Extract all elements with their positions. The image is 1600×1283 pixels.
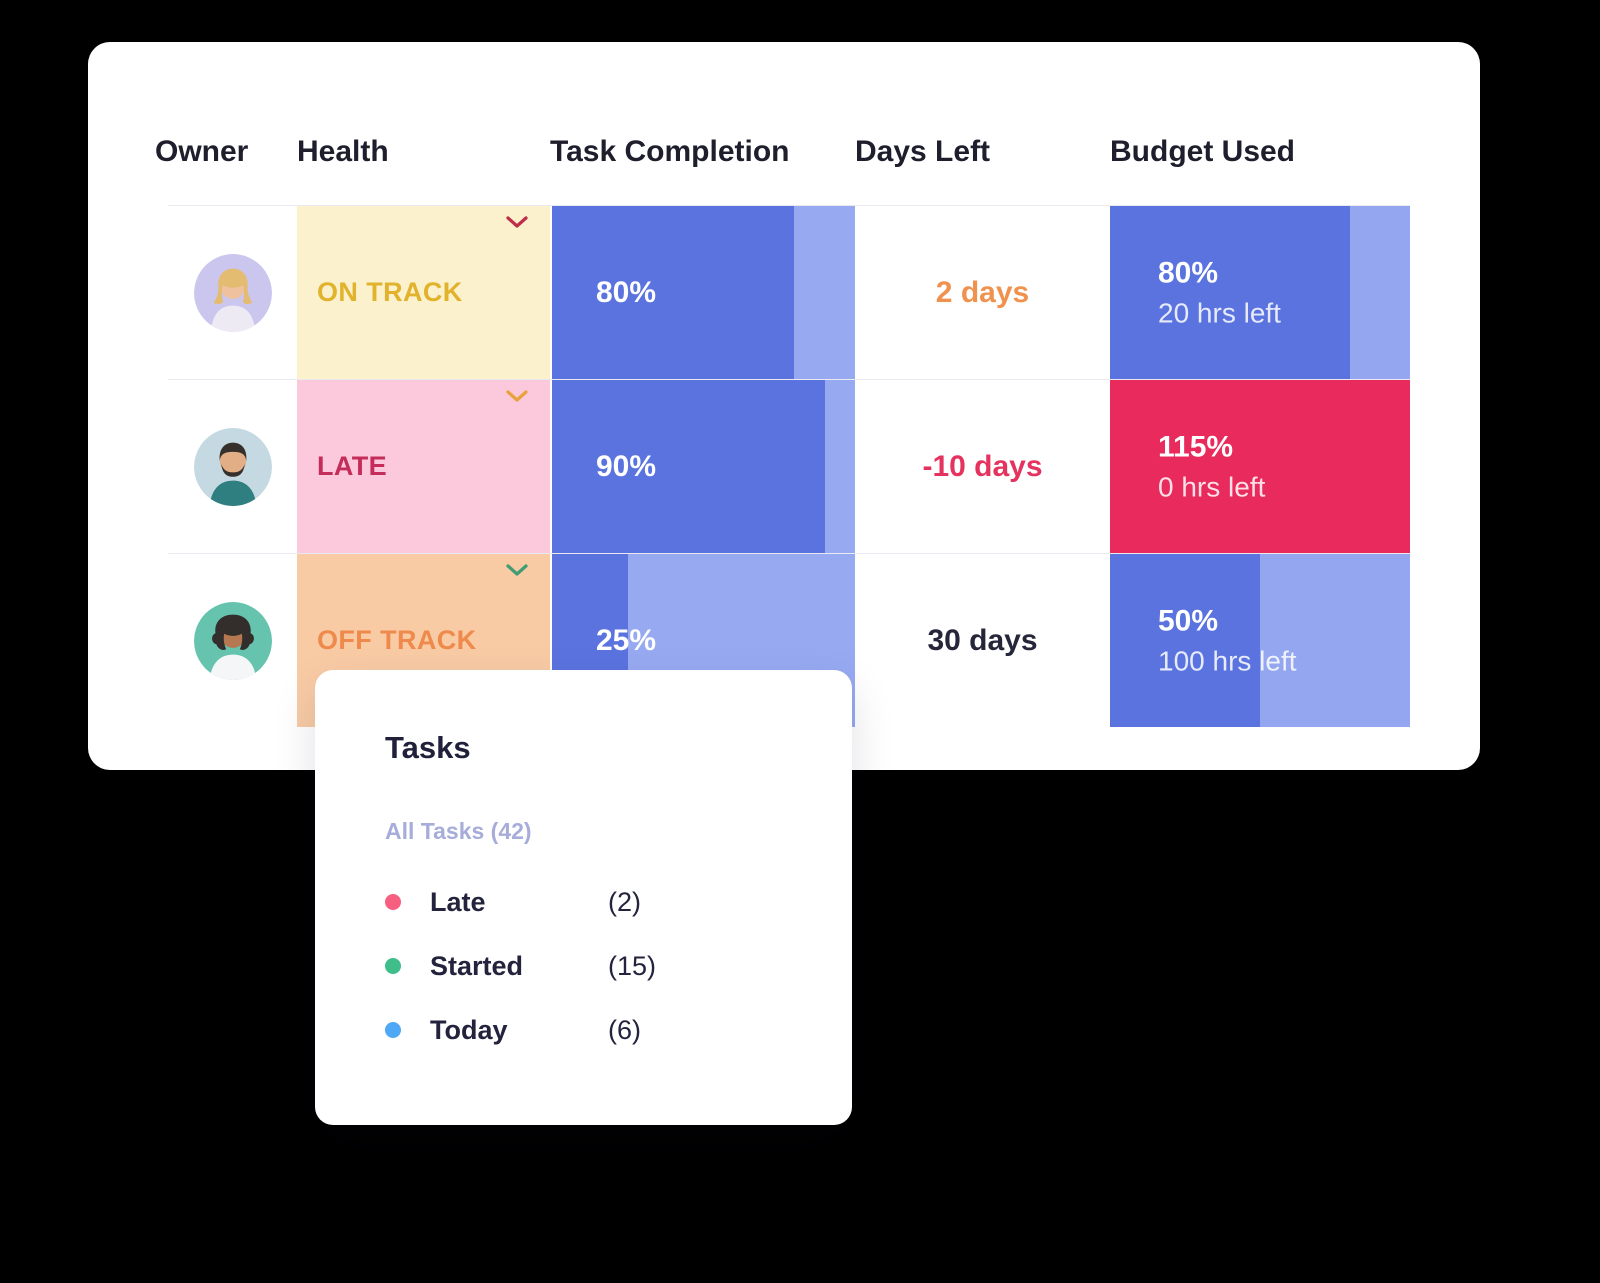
column-header-health: Health xyxy=(297,135,389,168)
budget-fill xyxy=(1110,380,1410,553)
completion-fill xyxy=(552,206,795,379)
days-left-cell: 2 days xyxy=(855,206,1110,379)
projects-table: Owner Health Task Completion Days Left B… xyxy=(155,42,1410,727)
column-header-days-left: Days Left xyxy=(855,135,991,168)
budget-percent: 115% xyxy=(1158,430,1234,463)
tasks-popover: Tasks All Tasks (42) Late (2) Started (1… xyxy=(315,670,852,1125)
table-row: ON TRACK 80% 2 days 80% 20 hrs left xyxy=(168,205,1410,379)
budget-cell: 80% 20 hrs left xyxy=(1110,206,1410,379)
completion-bar: 90% xyxy=(552,380,855,553)
task-filter-count: (15) xyxy=(608,950,657,981)
tasks-filter-late[interactable]: Late (2) xyxy=(385,870,812,934)
days-left-value: 30 days xyxy=(927,623,1038,657)
budget-cell: 50% 100 hrs left xyxy=(1110,554,1410,727)
avatar[interactable] xyxy=(194,427,272,506)
days-left-cell: -10 days xyxy=(855,380,1110,553)
owner-cell xyxy=(168,380,297,553)
task-filter-label: Started xyxy=(430,950,524,981)
days-left-cell: 30 days xyxy=(855,554,1110,727)
table-header-row: Owner Health Task Completion Days Left B… xyxy=(155,42,1410,205)
column-header-budget-used: Budget Used xyxy=(1110,135,1296,168)
health-cell[interactable]: ON TRACK xyxy=(297,206,550,379)
started-status-dot-icon xyxy=(385,958,401,974)
column-header-task-completion: Task Completion xyxy=(550,135,790,168)
budget-cell: 115% 0 hrs left xyxy=(1110,380,1410,553)
days-left-value: 2 days xyxy=(935,275,1030,309)
budget-text: 80% 20 hrs left xyxy=(1158,256,1281,329)
chevron-down-icon[interactable] xyxy=(506,216,528,228)
health-label: ON TRACK xyxy=(317,277,463,307)
tasks-popover-title: Tasks xyxy=(385,730,471,765)
today-status-dot-icon xyxy=(385,1022,401,1038)
budget-text: 50% 100 hrs left xyxy=(1158,604,1297,677)
budget-fill xyxy=(1110,206,1350,379)
task-filter-label: Late xyxy=(430,886,486,917)
column-header-owner: Owner xyxy=(155,135,249,168)
late-status-dot-icon xyxy=(385,894,401,910)
budget-percent: 80% xyxy=(1158,256,1219,289)
health-cell[interactable]: LATE xyxy=(297,380,550,553)
tasks-filter-started[interactable]: Started (15) xyxy=(385,934,812,998)
task-filter-count: (6) xyxy=(608,1014,641,1045)
budget-fill xyxy=(1110,554,1260,727)
budget-hours-left: 0 hrs left xyxy=(1158,471,1266,502)
completion-value: 90% xyxy=(596,449,657,483)
completion-bar: 80% xyxy=(552,206,855,379)
chevron-down-icon[interactable] xyxy=(506,564,528,576)
projects-table-card: Owner Health Task Completion Days Left B… xyxy=(88,42,1480,770)
all-tasks-filter[interactable]: All Tasks (42) xyxy=(385,818,532,844)
budget-hours-left: 20 hrs left xyxy=(1158,297,1281,328)
task-filter-label: Today xyxy=(430,1014,508,1045)
avatar[interactable] xyxy=(194,253,272,332)
budget-hours-left: 100 hrs left xyxy=(1158,645,1297,676)
health-label: LATE xyxy=(317,451,388,481)
completion-cell: 90% xyxy=(550,380,855,553)
budget-percent: 50% xyxy=(1158,604,1219,637)
chevron-down-icon[interactable] xyxy=(506,390,528,402)
tasks-status-list: Late (2) Started (15) Today (6) xyxy=(385,870,812,1062)
budget-text: 115% 0 hrs left xyxy=(1158,430,1265,503)
days-left-value: -10 days xyxy=(922,449,1043,483)
completion-value: 80% xyxy=(596,275,657,309)
task-filter-count: (2) xyxy=(608,886,641,917)
avatar[interactable] xyxy=(194,601,272,680)
table-row: LATE 90% -10 days 115% 0 hrs left xyxy=(168,379,1410,553)
tasks-filter-today[interactable]: Today (6) xyxy=(385,998,812,1062)
completion-fill xyxy=(552,380,825,553)
health-label: OFF TRACK xyxy=(317,625,477,655)
completion-cell: 80% xyxy=(550,206,855,379)
owner-cell xyxy=(168,206,297,379)
completion-value: 25% xyxy=(596,623,657,657)
owner-cell xyxy=(168,554,297,727)
